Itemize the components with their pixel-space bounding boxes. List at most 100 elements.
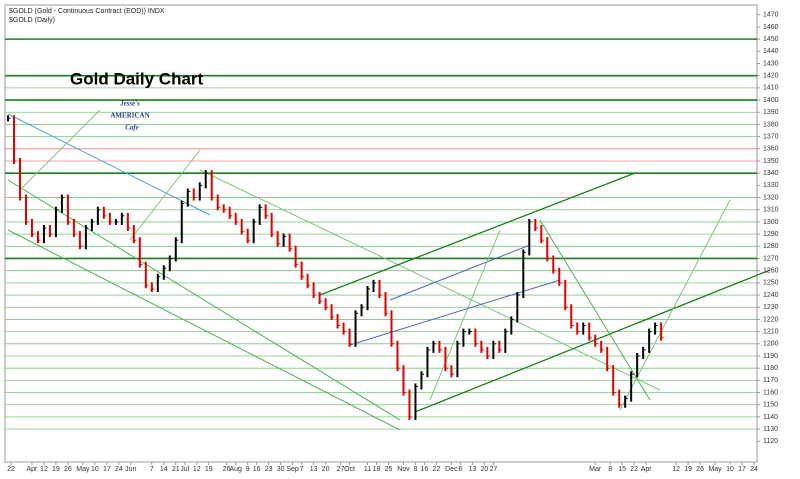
- price-bar: [48, 225, 53, 238]
- price-bar: [648, 328, 652, 353]
- x-tick-label: 22: [630, 466, 638, 473]
- price-bar: [360, 304, 365, 317]
- x-tick-label: 9: [246, 466, 250, 473]
- y-tick-label: 1240: [763, 292, 779, 299]
- price-bar: [300, 261, 305, 280]
- y-tick-label: 1390: [763, 109, 779, 116]
- price-bar: [366, 285, 371, 311]
- y-tick-label: 1150: [763, 402, 778, 409]
- x-tick-label: 7: [300, 466, 304, 473]
- price-bar: [372, 279, 377, 292]
- y-tick-label: 1190: [763, 353, 778, 360]
- logo-text: Jesse's: [119, 100, 140, 108]
- x-tick-label: 20: [322, 466, 330, 473]
- x-tick-label: 21: [172, 466, 180, 473]
- y-tick-label: 1280: [763, 243, 779, 250]
- y-tick-label: 1290: [763, 231, 779, 238]
- x-tick-label: Oct: [344, 466, 355, 473]
- price-bar: [84, 225, 89, 250]
- x-tick-label: May: [708, 466, 722, 473]
- price-bar: [18, 157, 23, 201]
- x-tick-label: 17: [103, 466, 111, 473]
- x-tick-label: 30: [277, 466, 285, 473]
- price-bar: [504, 328, 508, 353]
- x-tick-label: 26: [64, 466, 72, 473]
- y-tick-label: 1440: [763, 48, 779, 55]
- trendline: [349, 279, 561, 346]
- price-bar: [306, 273, 311, 289]
- price-bar: [126, 212, 131, 232]
- price-bar: [450, 365, 454, 378]
- trendlines: [7, 109, 771, 431]
- x-tick-label: 13: [468, 466, 476, 473]
- price-bar: [102, 206, 107, 219]
- y-tick-label: 1410: [763, 85, 779, 92]
- price-bar: [408, 389, 412, 420]
- y-tick-label: 1450: [763, 36, 779, 43]
- y-tick-label: 1310: [763, 207, 779, 214]
- annotation: Gold Daily Chart: [70, 69, 204, 88]
- x-tick-label: 22: [7, 466, 15, 473]
- x-tick-label: 12: [40, 466, 48, 473]
- price-bar: [384, 292, 388, 317]
- price-bar: [42, 225, 47, 244]
- trendline: [7, 229, 401, 431]
- x-tick-label: 27: [337, 466, 345, 473]
- y-tick-label: 1360: [763, 146, 779, 153]
- x-tick-label: Nov: [397, 466, 410, 473]
- price-bar: [468, 328, 472, 335]
- x-tick-label: 12: [193, 466, 201, 473]
- price-bar: [612, 365, 616, 396]
- x-tick-label: 13: [310, 466, 318, 473]
- price-bar: [420, 371, 424, 390]
- x-tick-label: Aug: [229, 466, 242, 473]
- x-tick-label: 11: [364, 466, 371, 473]
- price-bar: [348, 328, 353, 347]
- price-bar: [606, 346, 610, 372]
- y-tick-label: 1420: [763, 73, 779, 80]
- price-bar: [498, 340, 502, 353]
- price-bar: [378, 279, 383, 299]
- x-tick-label: 25: [385, 466, 393, 473]
- chart-subtitle: $GOLD (Daily): [9, 17, 55, 24]
- price-bar: [516, 292, 520, 323]
- price-bar: [210, 170, 215, 201]
- price-bar: [66, 194, 71, 225]
- price-bar: [174, 237, 179, 262]
- y-tick-label: 1170: [763, 377, 778, 384]
- y-tick-label: 1250: [763, 280, 779, 287]
- price-bar: [444, 346, 448, 372]
- price-bar: [492, 340, 496, 359]
- price-bar: [630, 371, 634, 402]
- x-tick-label: 19: [684, 466, 692, 473]
- price-bar: [246, 228, 251, 244]
- price-bar: [270, 212, 275, 238]
- trendline: [389, 244, 531, 301]
- price-bar: [654, 322, 658, 335]
- price-bar: [522, 249, 526, 299]
- price-bar: [414, 383, 418, 420]
- price-bar: [540, 225, 544, 244]
- price-bar: [156, 273, 161, 292]
- x-tick-label: 10: [726, 466, 734, 473]
- trendline: [539, 219, 651, 401]
- price-bar: [336, 313, 341, 329]
- y-tick-label: 1270: [763, 255, 779, 262]
- price-bar: [660, 322, 664, 341]
- price-bar: [252, 218, 257, 244]
- trendline: [129, 149, 201, 241]
- trendline: [429, 229, 501, 401]
- y-tick-label: 1130: [763, 426, 778, 433]
- x-tick-label: 18: [373, 466, 381, 473]
- price-bar: [342, 322, 347, 335]
- x-tick-label: 12: [672, 466, 680, 473]
- price-bar: [324, 298, 329, 311]
- price-bar: [456, 340, 460, 378]
- y-tick-label: 1370: [763, 133, 779, 140]
- price-bar: [582, 322, 586, 335]
- x-tick-label: 19: [205, 466, 213, 473]
- price-bar: [486, 346, 490, 359]
- x-tick-label: 16: [253, 466, 261, 473]
- y-tick-label: 1140: [763, 414, 778, 421]
